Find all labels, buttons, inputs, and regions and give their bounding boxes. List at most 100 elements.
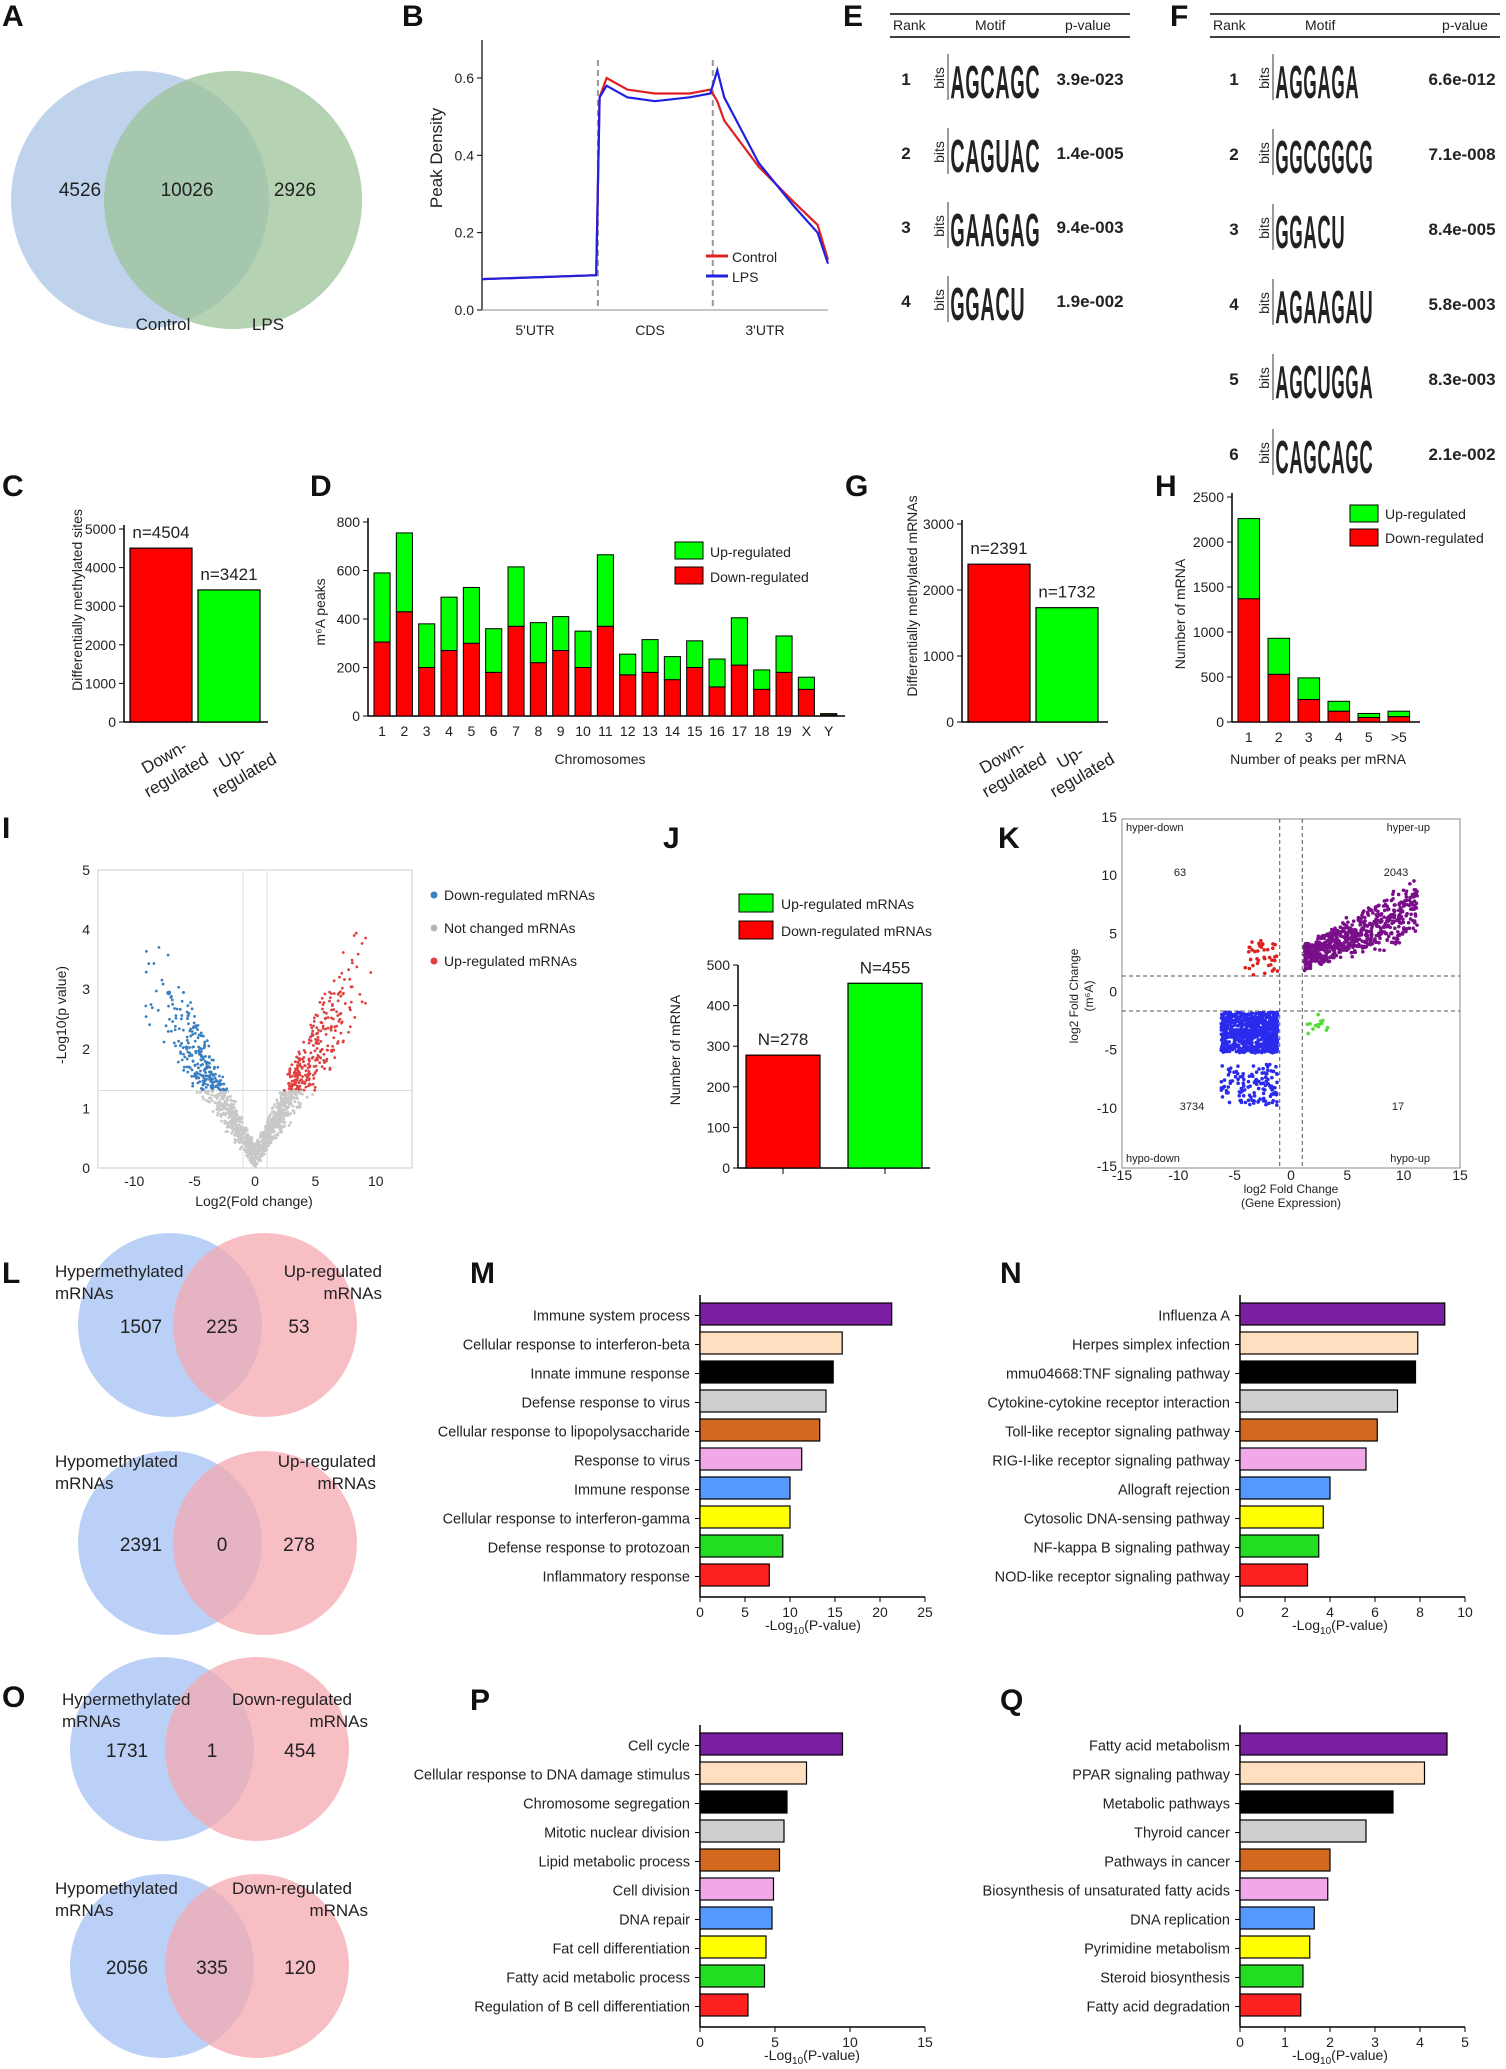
scatter-point-k <box>1255 1034 1260 1039</box>
scatter-point-k <box>1222 1078 1227 1082</box>
x-tick-label-d: 1 <box>378 723 386 739</box>
scatter-point-k <box>1256 1099 1261 1103</box>
bar-segment-d <box>485 628 503 673</box>
scatter-point-k <box>1275 1103 1279 1107</box>
bar-segment-h <box>1237 598 1261 723</box>
scatter-point-i <box>348 1008 352 1012</box>
scatter-point-i <box>238 1120 242 1124</box>
bar-n <box>1239 1447 1367 1471</box>
scatter-point-k <box>1255 1020 1259 1024</box>
scatter-point-i <box>161 982 165 986</box>
scatter-point-k <box>1382 948 1386 953</box>
scatter-point-k <box>1387 914 1391 919</box>
scatter-point-i <box>360 942 364 945</box>
plot-area-k <box>1121 818 1461 1169</box>
scatter-point-k <box>1352 932 1356 937</box>
y-axis-title-b: Peak Density <box>427 107 446 208</box>
bar-count-label-c: n=3421 <box>200 565 257 584</box>
scatter-point-k <box>1272 1035 1277 1040</box>
bar-segment-d <box>462 642 480 717</box>
bar-p <box>699 1964 766 1988</box>
bar-segment-d <box>507 566 525 627</box>
scatter-point-i <box>186 1004 190 1008</box>
scatter-point-i <box>323 992 327 996</box>
y-tick-label-g: 0 <box>946 714 954 730</box>
scatter-point-k <box>1249 1043 1254 1047</box>
category-label-m: Response to virus <box>574 1454 690 1470</box>
motif-letter-g: G <box>1289 57 1302 108</box>
scatter-point-i <box>287 1092 290 1096</box>
motif-pvalue-f: 2.1e-002 <box>1428 445 1495 464</box>
scatter-point-k <box>1328 935 1332 940</box>
scatter-point-i <box>319 1056 323 1060</box>
scatter-point-k <box>1318 952 1322 956</box>
scatter-point-k <box>1250 1074 1255 1079</box>
x-tick-label-d: 16 <box>709 723 725 739</box>
scatter-point-k <box>1347 936 1352 941</box>
scatter-point-i <box>226 1089 230 1093</box>
scatter-point-k <box>1240 1020 1245 1025</box>
scatter-point-k <box>1258 943 1262 947</box>
bar-segment-h <box>1387 710 1411 718</box>
scatter-point-k <box>1271 942 1275 946</box>
legend-dot-up-i <box>430 957 438 965</box>
scatter-point-i <box>180 1014 184 1017</box>
scatter-point-i <box>275 1098 279 1102</box>
y-tick-label-g: 1000 <box>923 648 954 664</box>
bar-segment-h <box>1327 710 1351 723</box>
scatter-point-i <box>147 962 151 965</box>
legend-label-notchanged-i: Not changed mRNAs <box>444 920 576 936</box>
scatter-point-k <box>1374 933 1379 938</box>
scatter-point-k <box>1248 957 1253 962</box>
scatter-point-k <box>1266 1023 1271 1028</box>
scatter-point-k <box>1401 888 1406 893</box>
category-label-p: Lipid metabolic process <box>538 1855 690 1871</box>
motif-letter-a: A <box>1303 207 1316 258</box>
table-header-rank-f: Rank <box>1213 17 1247 33</box>
bar-segment-d <box>797 688 815 717</box>
scatter-point-i <box>307 1058 311 1062</box>
scatter-point-i <box>197 1066 200 1070</box>
scatter-point-i <box>192 1074 196 1078</box>
x-tick-label-d: 15 <box>687 723 703 739</box>
scatter-point-k <box>1257 1038 1262 1042</box>
scatter-point-i <box>267 1144 270 1148</box>
scatter-point-i <box>320 996 324 1000</box>
scatter-point-k <box>1379 912 1383 917</box>
scatter-point-i <box>323 1017 327 1021</box>
scatter-point-k <box>1220 1064 1225 1068</box>
x-tick-label-m: 25 <box>917 1604 933 1620</box>
scatter-point-k <box>1360 926 1364 931</box>
scatter-point-i <box>297 1086 301 1090</box>
category-label-m: Innate immune response <box>530 1367 690 1383</box>
bar-q <box>1239 1964 1304 1988</box>
scatter-point-k <box>1395 918 1399 923</box>
motif-letter-c: C <box>1025 57 1039 108</box>
scatter-point-k <box>1351 919 1356 923</box>
scatter-point-i <box>343 1002 347 1005</box>
scatter-point-i <box>207 1061 210 1065</box>
motif-letter-g: G <box>1331 57 1344 108</box>
scatter-point-i <box>304 1069 308 1073</box>
y-tick-label-c: 4000 <box>85 560 116 576</box>
scatter-point-k <box>1225 1012 1230 1017</box>
scatter-point-k <box>1261 1041 1266 1046</box>
scatter-point-i <box>190 1074 194 1078</box>
scatter-point-i <box>257 1155 261 1159</box>
scatter-point-k <box>1386 923 1391 928</box>
scatter-point-i <box>304 1085 308 1089</box>
scatter-point-i <box>175 1007 179 1011</box>
scatter-point-i <box>229 1126 233 1130</box>
scatter-point-k <box>1275 1029 1279 1034</box>
scatter-point-k <box>1310 957 1314 962</box>
bar-p <box>699 1761 808 1785</box>
scatter-point-i <box>332 992 336 995</box>
scatter-point-k <box>1257 1030 1261 1035</box>
scatter-point-k <box>1352 942 1356 947</box>
scatter-point-i <box>200 1047 203 1051</box>
scatter-point-k <box>1376 909 1380 914</box>
scatter-point-i <box>228 1124 232 1128</box>
scatter-point-i <box>166 953 170 957</box>
motif-rank-f: 2 <box>1229 145 1238 164</box>
category-label-n: NOD-like receptor signaling pathway <box>995 1570 1231 1586</box>
